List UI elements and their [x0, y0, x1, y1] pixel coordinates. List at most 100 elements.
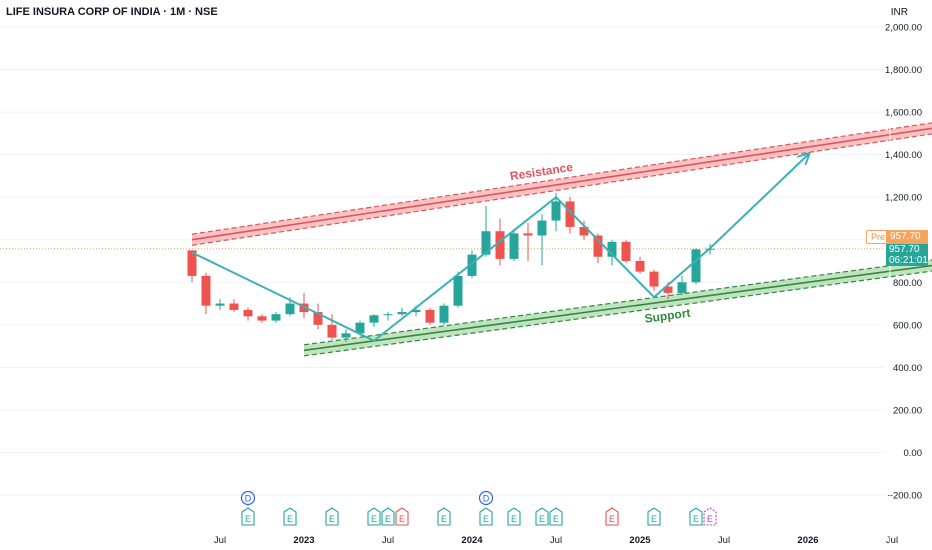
- candle: [453, 271, 463, 308]
- earnings-marker: E: [549, 507, 563, 526]
- earnings-marker-label: E: [483, 514, 489, 524]
- earnings-marker: E: [437, 507, 451, 526]
- candle: [537, 214, 547, 266]
- earnings-marker-shape: [549, 507, 563, 526]
- earnings-marker: E: [689, 507, 703, 526]
- projection-arrow-path: [191, 155, 808, 342]
- candle: [551, 192, 561, 232]
- candle-body: [607, 241, 617, 257]
- resistance-channel-upper-edge: [191, 122, 932, 235]
- candle: [397, 307, 407, 317]
- earnings-marker-label: E: [609, 514, 615, 524]
- earnings-marker-shape: [381, 507, 395, 526]
- candle: [621, 239, 631, 264]
- candle: [509, 229, 519, 261]
- earnings-marker-shape: [395, 507, 409, 526]
- earnings-marker: E: [605, 507, 619, 526]
- time-axis: Jul2023Jul2024Jul2025Jul2026Jul2027Jul20…: [214, 535, 898, 546]
- candle-body: [565, 201, 575, 227]
- time-tick-label: 2025: [629, 535, 651, 546]
- candle-body: [649, 271, 659, 287]
- earnings-marker-shape: [283, 507, 297, 526]
- earnings-marker-shape: [507, 507, 521, 526]
- earnings-marker-shape: [241, 507, 255, 526]
- time-tick-label: 2026: [797, 535, 818, 546]
- candle-body: [523, 233, 533, 236]
- earnings-marker-label: E: [371, 514, 377, 524]
- candle-body: [243, 309, 253, 317]
- candle-body: [187, 250, 197, 276]
- candle: [383, 312, 393, 321]
- earnings-marker-label: E: [539, 514, 545, 524]
- earnings-marker-shape: [535, 507, 549, 526]
- earnings-marker-label: E: [329, 514, 335, 524]
- candle-body: [215, 303, 225, 306]
- price-tick-label: 200.00: [893, 405, 922, 416]
- candle-body: [341, 333, 351, 338]
- support-channel-upper-edge: [303, 259, 932, 346]
- dividend-marker-label: D: [483, 494, 490, 504]
- candle: [313, 303, 323, 330]
- candle-body: [495, 231, 505, 259]
- candle-body: [397, 312, 407, 315]
- earnings-marker: E: [283, 507, 297, 526]
- time-tick-label: Jul: [214, 535, 226, 546]
- time-tick-label: 2023: [293, 535, 314, 546]
- candle-body: [369, 315, 379, 323]
- support-channel: [303, 259, 932, 357]
- earnings-marker-label: E: [385, 514, 391, 524]
- earnings-marker-label: E: [651, 514, 657, 524]
- earnings-marker-shape: [367, 507, 381, 526]
- candle: [481, 205, 491, 257]
- candle-body: [271, 314, 281, 321]
- candle-body: [453, 275, 463, 306]
- candle: [593, 233, 603, 264]
- earnings-marker-label: E: [441, 514, 447, 524]
- candle-body: [467, 254, 477, 276]
- candle-body: [411, 309, 421, 313]
- price-tick-label: 600.00: [893, 320, 922, 331]
- candle: [257, 314, 267, 323]
- candle-body: [313, 312, 323, 325]
- time-tick-label: Jul: [550, 535, 562, 546]
- candle: [327, 314, 337, 340]
- candle-body: [621, 241, 631, 261]
- candle: [579, 220, 589, 240]
- candle: [215, 299, 225, 310]
- candle: [243, 307, 253, 321]
- candle-body: [229, 303, 239, 310]
- candle: [229, 299, 239, 313]
- candle: [607, 239, 617, 266]
- candle-body: [593, 235, 603, 257]
- earnings-marker: E: [479, 507, 493, 526]
- current-price-value: 957.70: [889, 244, 920, 255]
- resistance-channel: [191, 122, 932, 246]
- candle: [691, 248, 701, 285]
- earnings-marker: E: [535, 507, 549, 526]
- earnings-marker-label: E: [511, 514, 517, 524]
- candle: [271, 312, 281, 323]
- candle-body: [383, 314, 393, 316]
- candle: [425, 307, 435, 325]
- earnings-marker-shape: [325, 507, 339, 526]
- price-tick-label: 1,800.00: [885, 65, 922, 76]
- resistance-channel-line: [191, 127, 932, 241]
- support-label: Support: [644, 306, 691, 326]
- support-channel-line: [303, 264, 932, 352]
- candle-body: [327, 324, 337, 338]
- time-tick-label: Jul: [382, 535, 394, 546]
- time-tick-label: Jul: [718, 535, 730, 546]
- candle-body: [691, 249, 701, 283]
- earnings-marker: E: [367, 507, 381, 526]
- candle: [523, 222, 533, 261]
- price-tick-label: 0.00: [904, 448, 923, 459]
- price-tick-label: 1,200.00: [885, 193, 922, 204]
- price-tick-label: −200.00: [887, 491, 922, 502]
- candle: [635, 256, 645, 274]
- earnings-marker-shape: [689, 507, 703, 526]
- earnings-marker-label: E: [287, 514, 293, 524]
- candle: [565, 197, 575, 234]
- symbol-title[interactable]: LIFE INSURA CORP OF INDIA · 1M · NSE: [6, 6, 218, 18]
- earnings-marker-label: E: [399, 514, 405, 524]
